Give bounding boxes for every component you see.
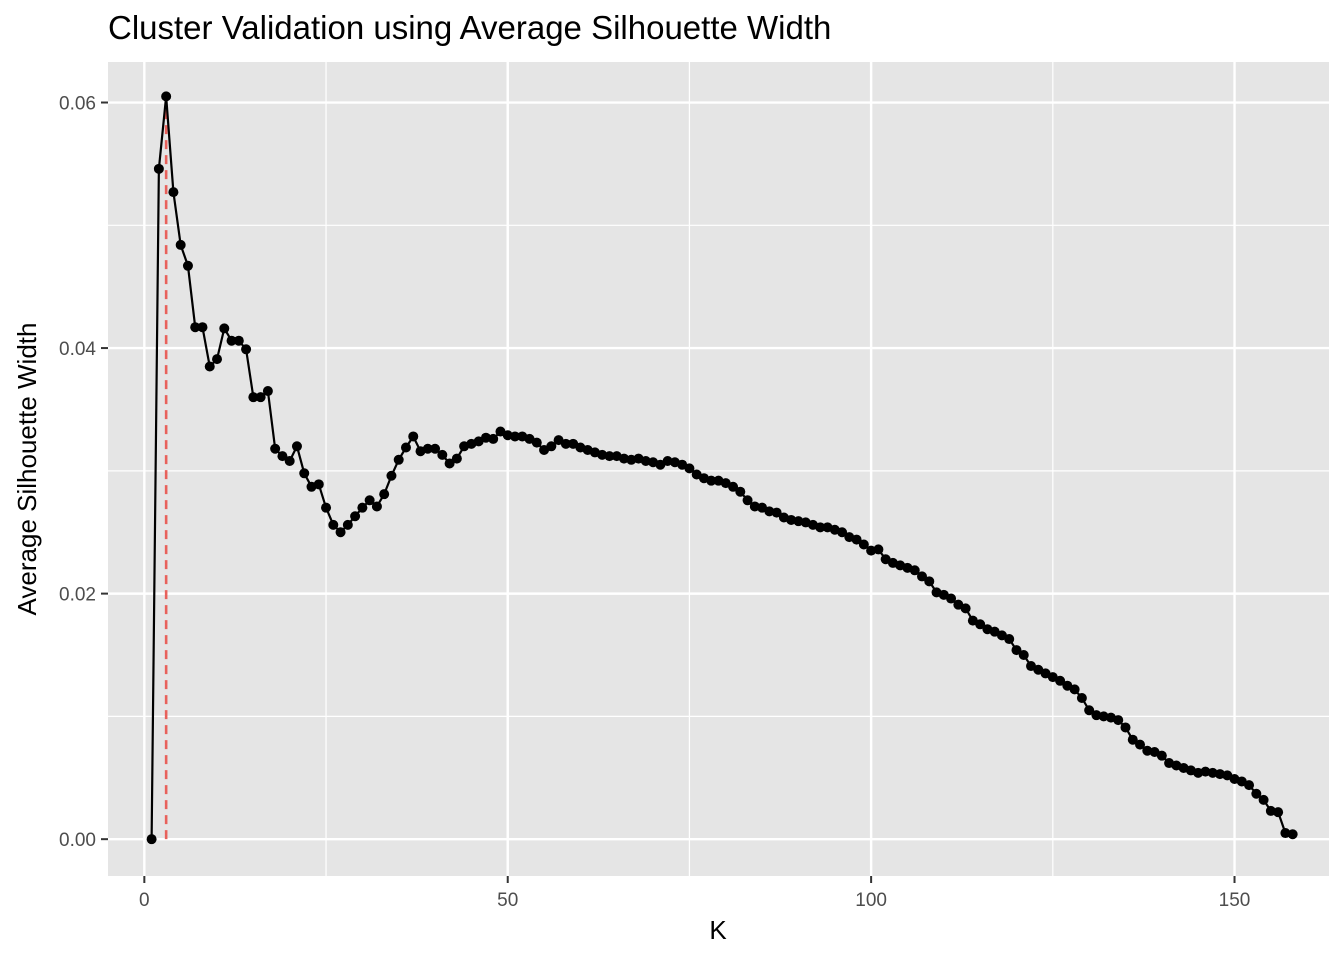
data-point: [430, 443, 441, 454]
data-point: [728, 481, 739, 492]
data-point: [437, 449, 448, 460]
data-point: [488, 433, 499, 444]
data-point: [313, 479, 324, 490]
data-point: [204, 361, 215, 372]
data-point: [684, 463, 695, 474]
data-point: [400, 442, 411, 453]
x-tick-label: 100: [855, 890, 887, 911]
y-tick-label: 0.06: [59, 94, 96, 115]
data-point: [444, 458, 455, 469]
data-point: [248, 392, 259, 403]
data-point: [1084, 705, 1095, 716]
data-point: [960, 603, 971, 614]
data-point: [1273, 807, 1284, 818]
data-point: [1018, 650, 1029, 661]
grid-major: [108, 62, 1329, 876]
data-point: [1076, 692, 1087, 703]
data-point: [321, 502, 332, 513]
data-point: [262, 386, 273, 397]
data-point: [560, 438, 571, 449]
data-point: [197, 322, 208, 333]
x-axis-title: K: [709, 915, 727, 945]
data-points: [146, 91, 1298, 845]
data-point: [175, 239, 186, 250]
data-point: [146, 834, 157, 845]
data-point: [546, 441, 557, 452]
data-point: [357, 502, 368, 513]
data-point: [1287, 829, 1298, 840]
data-point: [233, 335, 244, 346]
data-point: [219, 323, 230, 334]
data-point: [1004, 634, 1015, 645]
data-point: [1127, 734, 1138, 745]
data-point: [451, 453, 462, 464]
data-point: [291, 441, 302, 452]
data-point: [342, 519, 353, 530]
x-tick-label: 150: [1219, 890, 1251, 911]
data-point: [161, 91, 172, 102]
data-point: [873, 544, 884, 555]
data-point: [335, 527, 346, 538]
data-point: [1011, 645, 1022, 656]
data-point: [379, 489, 390, 500]
data-point: [328, 519, 339, 530]
data-point: [270, 443, 281, 454]
data-point: [975, 619, 986, 630]
data-point: [277, 451, 288, 462]
data-point: [917, 571, 927, 582]
data-point: [422, 443, 433, 454]
data-point: [851, 534, 862, 545]
data-point: [1156, 750, 1167, 761]
x-axis: 0 50 100 150: [139, 876, 1250, 911]
data-point: [299, 468, 310, 479]
data-point: [742, 495, 753, 506]
data-point: [1258, 794, 1269, 805]
x-tick-label: 0: [139, 890, 150, 911]
data-point: [212, 354, 223, 365]
data-point: [815, 522, 826, 533]
y-axis-title: Average Silhouette Width: [12, 323, 42, 616]
data-point: [408, 431, 419, 442]
y-tick-label: 0.04: [59, 339, 96, 360]
plot-panel: [108, 62, 1329, 876]
chart-title: Cluster Validation using Average Silhoue…: [108, 9, 831, 46]
y-axis: 0.00 0.02 0.04 0.06: [59, 94, 108, 851]
data-point: [1113, 715, 1124, 726]
data-point: [182, 260, 193, 271]
data-point: [531, 437, 542, 448]
data-point: [735, 486, 746, 497]
data-point: [510, 431, 520, 442]
data-point: [858, 539, 869, 550]
data-point: [350, 511, 361, 522]
data-point: [226, 335, 237, 346]
data-point: [393, 454, 404, 465]
data-point: [386, 470, 397, 481]
data-point: [837, 527, 848, 538]
data-point: [364, 495, 375, 506]
data-point: [241, 344, 252, 355]
data-point: [190, 322, 201, 333]
data-point: [1135, 739, 1146, 750]
data-point: [1120, 722, 1131, 733]
data-point: [1251, 788, 1262, 799]
data-point: [153, 163, 164, 174]
data-point: [371, 501, 382, 512]
data-point: [168, 187, 179, 198]
data-point: [909, 565, 920, 576]
data-point: [924, 576, 935, 587]
data-point: [604, 451, 615, 462]
y-tick-label: 0.00: [59, 830, 96, 851]
data-point: [1244, 780, 1255, 791]
data-point: [946, 593, 957, 604]
data-point: [771, 507, 782, 518]
x-tick-label: 50: [497, 890, 518, 911]
data-point: [284, 456, 295, 467]
data-point: [706, 475, 717, 486]
y-tick-label: 0.02: [59, 585, 96, 606]
data-point: [1069, 684, 1080, 695]
data-point: [1055, 675, 1066, 686]
data-point: [255, 392, 266, 403]
